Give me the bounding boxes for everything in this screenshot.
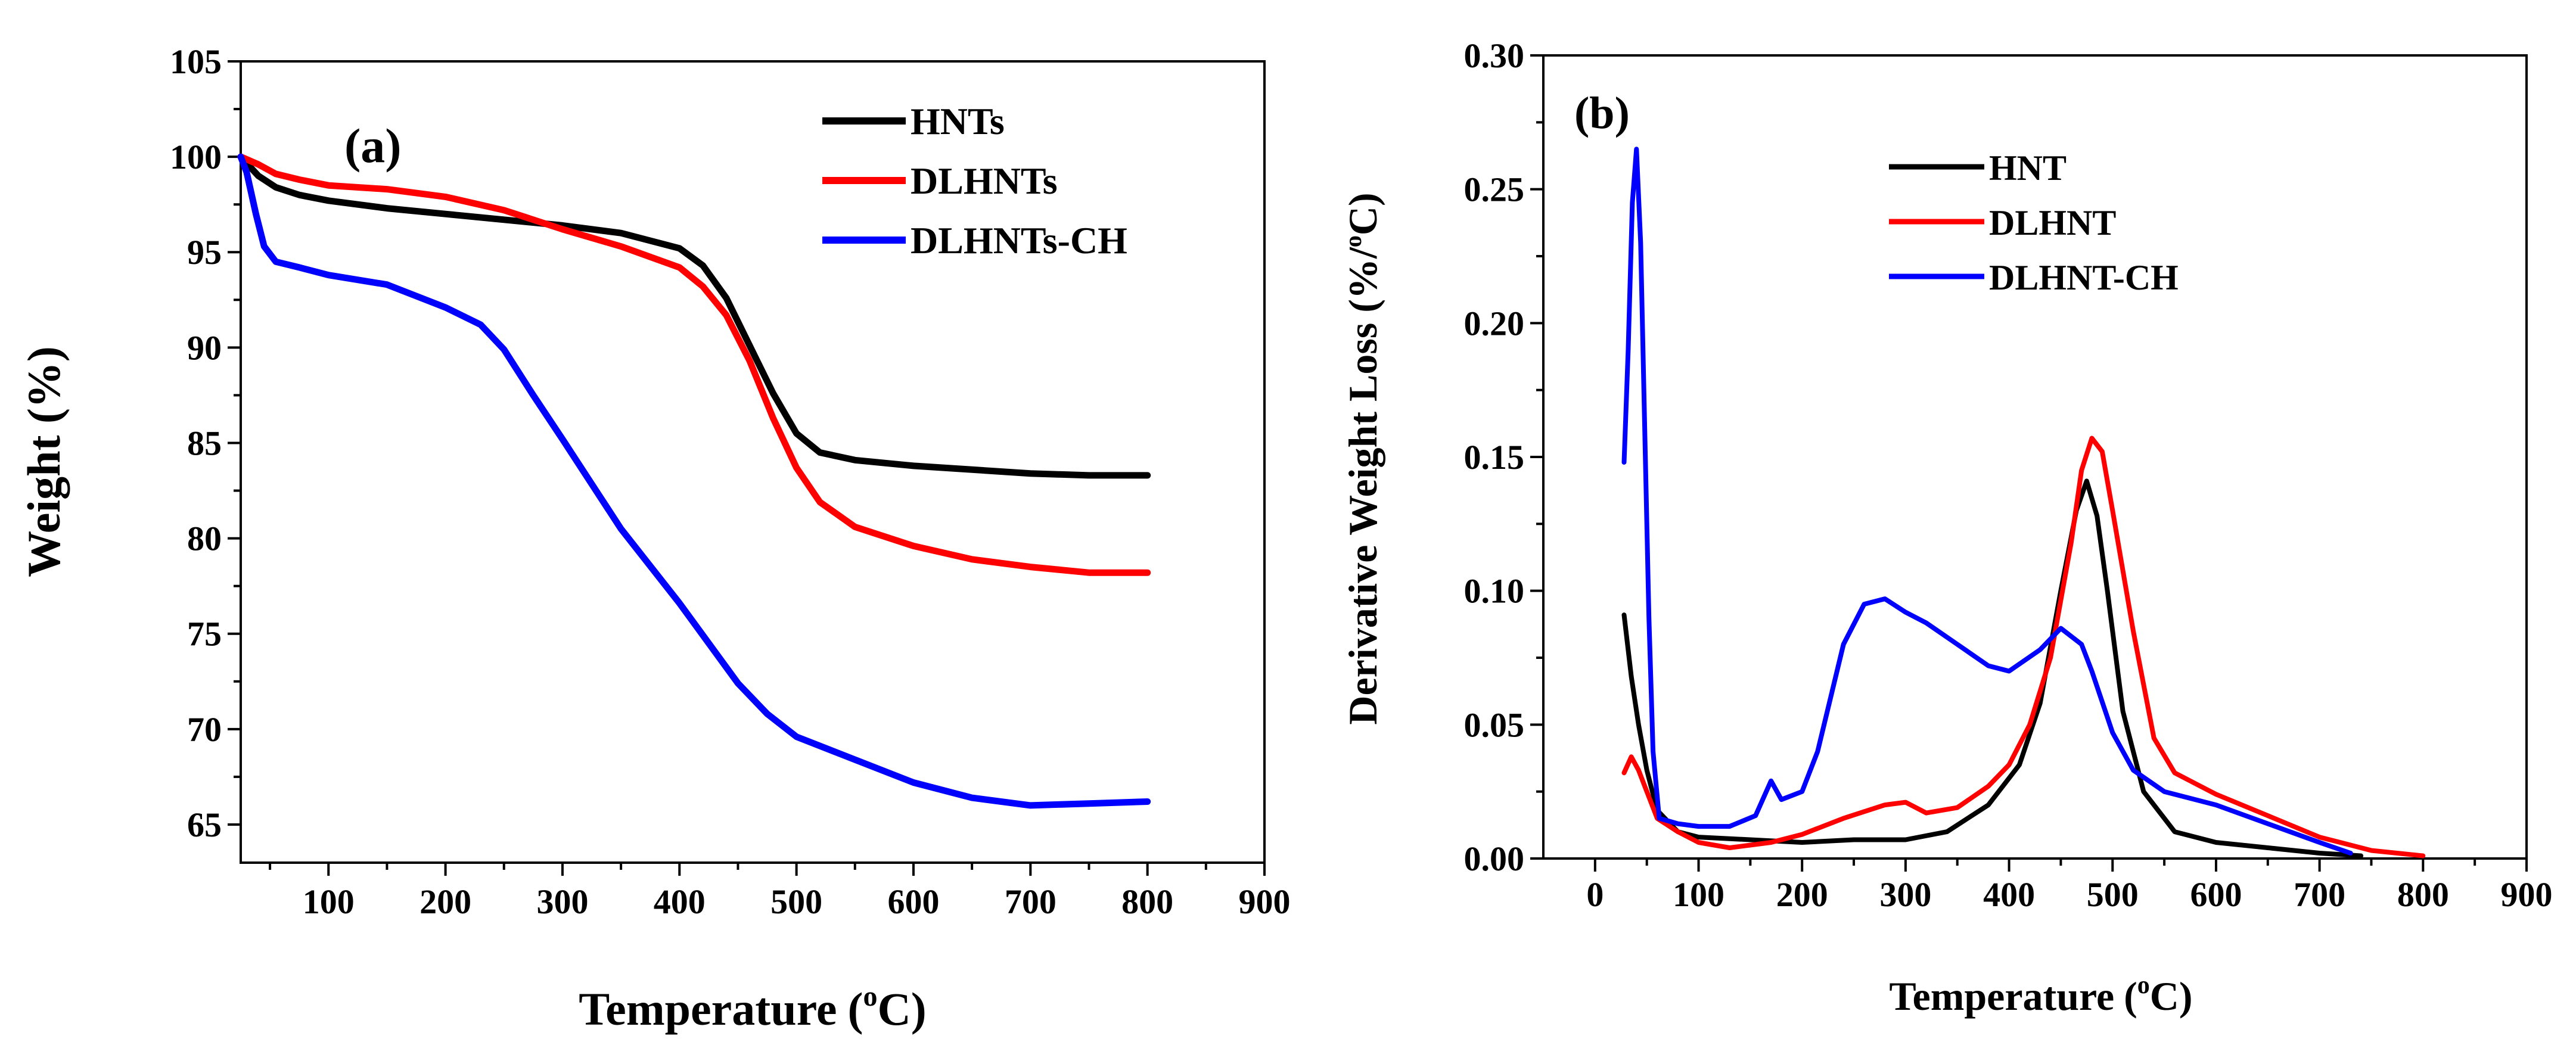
y-axis-title-degree: o — [1340, 235, 1366, 247]
y-axis-title-end: C) — [1340, 192, 1385, 235]
x-tick-label: 900 — [1239, 882, 1291, 921]
y-tick-label: 0.20 — [1464, 304, 1525, 343]
x-tick-label: 700 — [2294, 875, 2345, 914]
x-tick-label: 500 — [2087, 875, 2139, 914]
x-axis-title-open: ( — [847, 983, 863, 1035]
x-axis-title: Temperature (oC) — [1889, 972, 2192, 1019]
x-tick-label: 100 — [303, 882, 355, 921]
legend-label: HNT — [1989, 148, 2067, 188]
y-tick-label: 95 — [187, 233, 222, 272]
y-tick-label: 80 — [187, 520, 222, 558]
x-tick-label: 400 — [654, 882, 706, 921]
series-line-dlhnt — [1621, 436, 2426, 859]
series-line-dlhnts — [237, 153, 1151, 576]
x-axis-title-unit: C) — [2150, 973, 2193, 1019]
y-tick-label: 85 — [187, 424, 222, 462]
series-line-dlhnts-ch — [237, 153, 1151, 809]
x-axis-title-unit: C) — [877, 983, 926, 1035]
x-tick-label: 100 — [1673, 875, 1724, 914]
x-axis-title-open: ( — [2124, 973, 2137, 1019]
y-axis-title-main: Derivative Weight Loss (%/ — [1340, 247, 1385, 725]
panel-a-chart: 100 200 300 400 500 600 700 800 900 65 70 75 80 85 90 9… — [18, 42, 1291, 1035]
legend-label: HNTs — [911, 100, 1005, 142]
y-tick-label: 65 — [187, 805, 222, 844]
y-tick-label: 70 — [187, 710, 222, 749]
x-tick-label: 800 — [1121, 882, 1173, 921]
x-tick-label: 300 — [1879, 875, 1931, 914]
x-axis-title-main: Temperature — [579, 983, 837, 1035]
panel-label: (a) — [344, 119, 402, 173]
legend-label: DLHNT — [1989, 203, 2116, 242]
x-axis-title-degree: o — [863, 981, 877, 1012]
x-tick-label: 200 — [420, 882, 471, 921]
legend-label: DLHNTs-CH — [911, 219, 1127, 262]
x-tick-label: 200 — [1776, 875, 1828, 914]
x-axis-title: Temperature (oC) — [579, 981, 927, 1035]
y-tick-label: 0.10 — [1464, 572, 1525, 611]
x-axis-title-main: Temperature — [1889, 973, 2114, 1019]
y-axis-title: Derivative Weight Loss (%/oC) — [1340, 192, 1385, 724]
x-tick-label: 300 — [536, 882, 588, 921]
panel-b-chart: 0 100 200 300 400 500 600 700 800 900 0.00 0.05 0.10… — [1340, 36, 2553, 1019]
y-tick-label: 100 — [170, 138, 222, 176]
series-line-dlhnt-ch — [1621, 147, 2353, 856]
series-line-hnts — [237, 153, 1151, 479]
y-tick-label: 75 — [187, 615, 222, 654]
x-tick-label: 600 — [2190, 875, 2242, 914]
x-tick-label: 400 — [1983, 875, 2035, 914]
y-tick-label: 90 — [187, 328, 222, 367]
plot-frame — [240, 60, 1266, 864]
y-tick-label: 0.05 — [1464, 705, 1525, 744]
legend-label: DLHNTs — [911, 160, 1058, 202]
x-axis-title-degree: o — [2137, 972, 2150, 999]
y-tick-label: 0.15 — [1464, 438, 1525, 477]
y-tick-label: 0.30 — [1464, 36, 1525, 75]
x-tick-label: 700 — [1005, 882, 1056, 921]
panel-label: (b) — [1574, 88, 1630, 138]
x-tick-label: 0 — [1586, 875, 1604, 914]
x-tick-label: 600 — [887, 882, 939, 921]
x-tick-label: 900 — [2501, 875, 2553, 914]
y-tick-label: 0.25 — [1464, 170, 1525, 209]
x-tick-label: 500 — [770, 882, 822, 921]
legend-label: DLHNT-CH — [1989, 258, 2179, 297]
x-tick-label: 800 — [2397, 875, 2449, 914]
y-tick-label: 0.00 — [1464, 839, 1525, 878]
y-tick-label: 105 — [170, 42, 222, 81]
y-axis-title: Weight (%) — [18, 346, 70, 577]
